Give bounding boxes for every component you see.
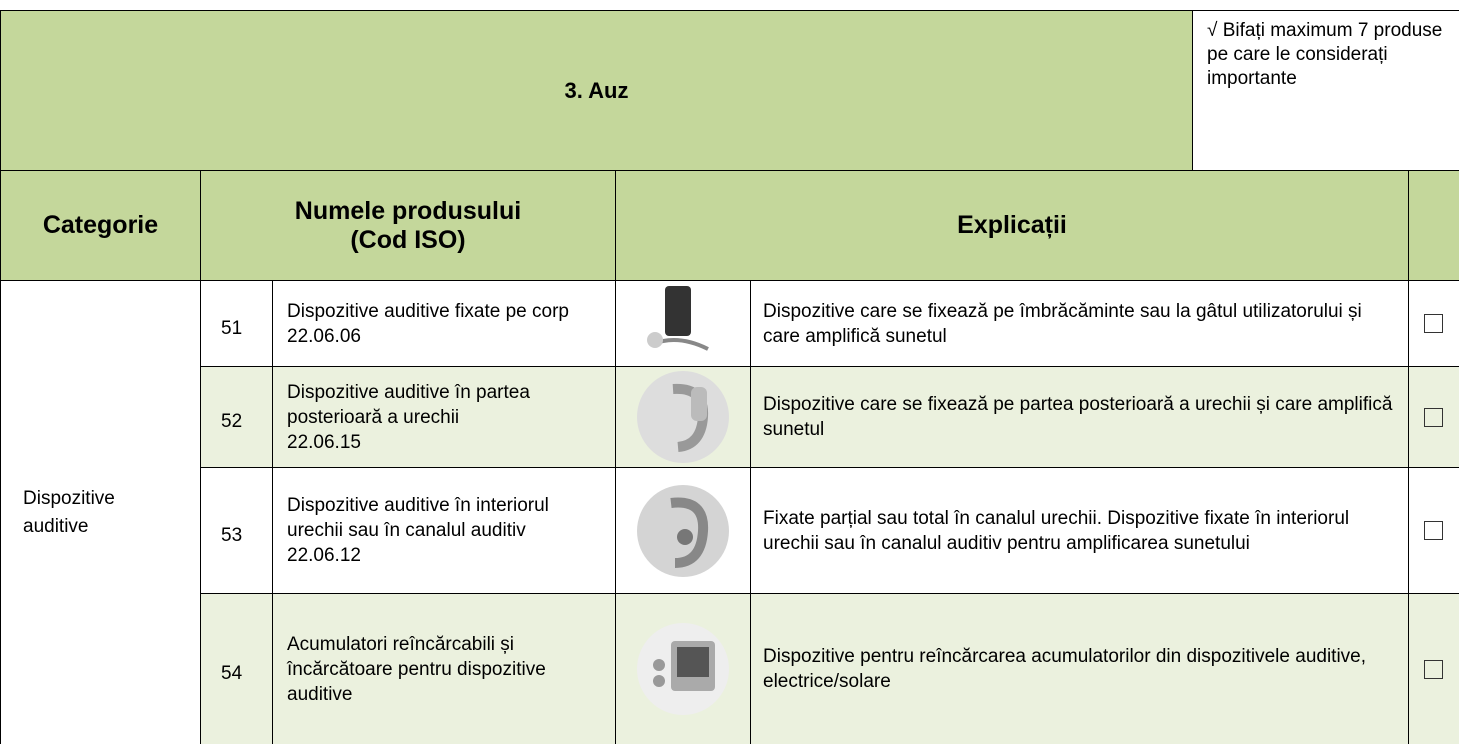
- column-header-text: Numele produsului (Cod ISO): [294, 196, 522, 254]
- name-cell: Dispozitive auditive în partea posterioa…: [272, 366, 616, 468]
- product-name: Dispozitive auditive fixate pe corp: [287, 300, 569, 322]
- number-cell: 54: [200, 593, 273, 744]
- number-cell-text: 52: [221, 411, 243, 432]
- product-name: Dispozitive auditive în interiorul urech…: [287, 495, 549, 541]
- category-cell: Dispozitive auditive: [0, 280, 201, 744]
- product-code: 22.06.15: [287, 431, 361, 453]
- number-cell-text: 51: [221, 317, 243, 339]
- image-cell: [615, 467, 751, 594]
- checkbox[interactable]: [1424, 659, 1443, 679]
- checkbox[interactable]: [1424, 314, 1443, 333]
- category-cell-text: Dispozitive auditive: [23, 487, 115, 537]
- column-header-text: Categorie: [42, 211, 159, 239]
- product-code: 22.06.12: [287, 545, 361, 566]
- column-header-text: Explicații: [957, 211, 1067, 239]
- column-header-empty: [1408, 170, 1459, 281]
- number-cell-text: 54: [221, 663, 243, 684]
- product-name: Dispozitive auditive în partea posterioa…: [287, 381, 530, 428]
- product-code: 22.06.06: [287, 325, 361, 347]
- explanation-cell-text: Dispozitive pentru reîncărcarea acumulat…: [763, 646, 1367, 692]
- product-image: [637, 623, 729, 715]
- image-cell: [615, 280, 751, 367]
- product-name: Acumulatori reîncărcabili și încărcătoar…: [287, 633, 546, 705]
- explanation-cell: Dispozitive care se fixează pe îmbrăcămi…: [750, 280, 1409, 367]
- explanation-cell-text: Dispozitive care se fixează pe partea po…: [763, 394, 1393, 440]
- title-cell-text: 3. Auz: [564, 77, 629, 103]
- product-image: [637, 371, 729, 463]
- product-image: [647, 285, 709, 351]
- explanation-cell: Dispozitive care se fixează pe partea po…: [750, 366, 1409, 468]
- checkbox-cell: [1408, 280, 1459, 367]
- image-cell: [615, 593, 751, 744]
- note-cell: √ Bifați maximum 7 produse pe care le co…: [1192, 10, 1459, 171]
- explanation-cell-text: Dispozitive care se fixează pe îmbrăcămi…: [763, 300, 1362, 347]
- note-cell-text: √ Bifați maximum 7 produse pe care le co…: [1207, 20, 1443, 89]
- explanation-cell: Dispozitive pentru reîncărcarea acumulat…: [750, 593, 1409, 744]
- number-cell: 51: [200, 280, 273, 367]
- number-cell-text: 53: [221, 524, 243, 546]
- column-header: Numele produsului (Cod ISO): [200, 170, 616, 281]
- checkbox-cell: [1408, 467, 1459, 594]
- name-cell: Acumulatori reîncărcabili și încărcătoar…: [272, 593, 616, 744]
- number-cell: 52: [200, 366, 273, 468]
- column-header: Explicații: [615, 170, 1409, 281]
- image-cell: [615, 366, 751, 468]
- number-cell: 53: [200, 467, 273, 594]
- explanation-cell-text: Fixate parțial sau total în canalul urec…: [763, 507, 1350, 554]
- title-cell: 3. Auz: [0, 10, 1193, 171]
- checkbox[interactable]: [1424, 407, 1443, 427]
- column-header: Categorie: [0, 170, 201, 281]
- checkbox-cell: [1408, 366, 1459, 468]
- checkbox-cell: [1408, 593, 1459, 744]
- checkbox[interactable]: [1424, 521, 1443, 540]
- name-cell: Dispozitive auditive fixate pe corp 22.06…: [272, 280, 616, 367]
- product-image: [637, 484, 729, 577]
- name-cell: Dispozitive auditive în interiorul urech…: [272, 467, 616, 594]
- explanation-cell: Fixate parțial sau total în canalul urec…: [750, 467, 1409, 594]
